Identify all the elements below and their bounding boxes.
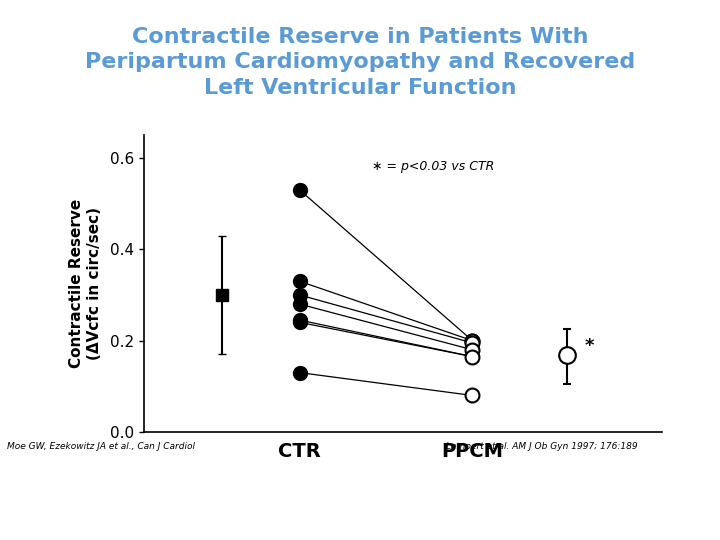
Text: Communauté. Connaissance. Leadership.: Communauté. Connaissance. Leadership. bbox=[576, 512, 720, 521]
Y-axis label: Contractile Reserve
(ΔVcfc in circ/sec): Contractile Reserve (ΔVcfc in circ/sec) bbox=[69, 199, 102, 368]
Text: ♥: ♥ bbox=[417, 482, 440, 506]
Text: de cardiologie: de cardiologie bbox=[576, 491, 660, 502]
Text: Heart Failure Guidelines: Heart Failure Guidelines bbox=[180, 487, 388, 502]
Text: Société canadienne: Société canadienne bbox=[576, 475, 691, 485]
Text: Lampert et al. AM J Ob Gyn 1997; 176:189: Lampert et al. AM J Ob Gyn 1997; 176:189 bbox=[446, 442, 638, 451]
Text: Leadership. Knowledge. Community.: Leadership. Knowledge. Community. bbox=[457, 512, 597, 521]
Text: Moe GW, Ezekowitz JA et al., Can J Cardiol: Moe GW, Ezekowitz JA et al., Can J Cardi… bbox=[7, 442, 195, 451]
Text: ∗ = p<0.03 vs CTR: ∗ = p<0.03 vs CTR bbox=[372, 160, 495, 173]
Text: www.ccs.ca: www.ccs.ca bbox=[22, 487, 112, 501]
Text: Canadian Cardiovascular: Canadian Cardiovascular bbox=[457, 475, 603, 485]
Text: Contractile Reserve in Patients With
Peripartum Cardiomyopathy and Recovered
Lef: Contractile Reserve in Patients With Per… bbox=[85, 26, 635, 98]
Text: *: * bbox=[585, 337, 594, 355]
Text: Society: Society bbox=[457, 491, 500, 502]
